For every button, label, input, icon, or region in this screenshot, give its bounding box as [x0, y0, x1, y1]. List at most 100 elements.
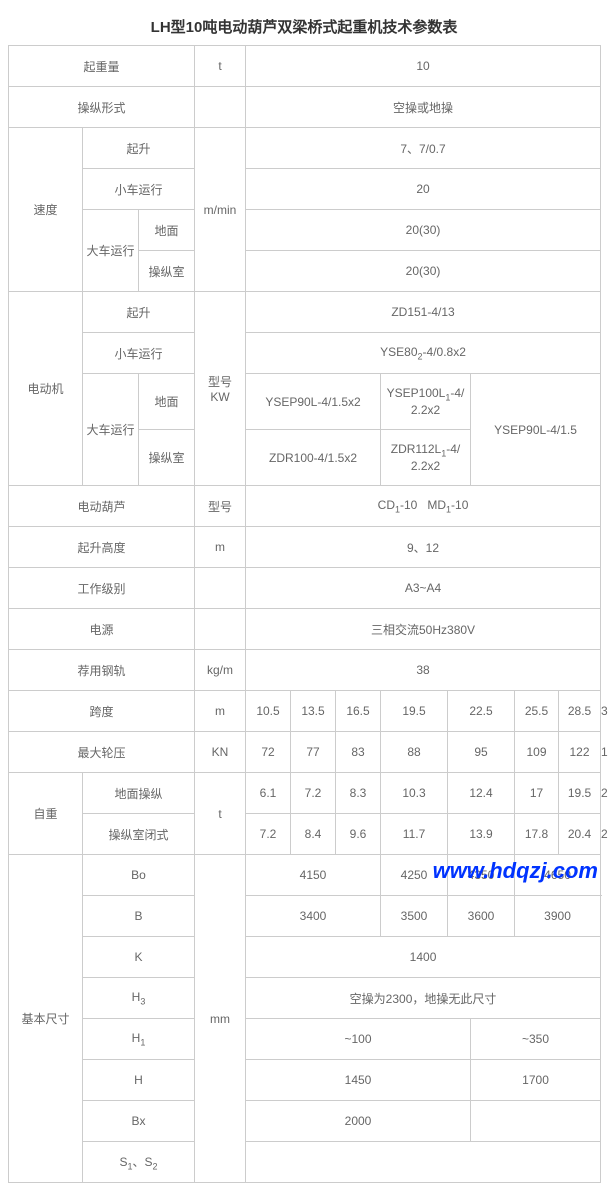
cell: 起升 — [83, 128, 195, 169]
cell: 3500 — [381, 896, 448, 937]
watermark: www.hdqzj.com — [433, 858, 598, 884]
cell: 9、12 — [246, 527, 601, 568]
cell: 10.5 — [246, 691, 291, 732]
cell: 起升高度 — [9, 527, 195, 568]
cell: 20 — [246, 169, 601, 210]
cell: 20.4 — [559, 814, 601, 855]
cell: 最大轮压 — [9, 732, 195, 773]
cell: 小车运行 — [83, 169, 195, 210]
cell — [246, 1142, 601, 1183]
cell: 38 — [246, 650, 601, 691]
table-row: 最大轮压 KN 72 77 83 88 95 109 122 132 — [9, 732, 601, 773]
cell: B — [83, 896, 195, 937]
cell: 大车运行 — [83, 374, 139, 486]
spec-table: 起重量 t 10 操纵形式 空操或地操 速度 起升 m/min 7、7/0.7 … — [8, 45, 601, 1183]
cell: 电动葫芦 — [9, 486, 195, 527]
cell: 17.8 — [515, 814, 559, 855]
cell: 2000 — [246, 1101, 471, 1142]
table-row: H3 空操为2300，地操无此尺寸 — [9, 978, 601, 1019]
cell: 自重 — [9, 773, 83, 855]
cell: 19.5 — [559, 773, 601, 814]
cell: H — [83, 1060, 195, 1101]
cell: ZDR112L1-4/2.2x2 — [381, 430, 471, 486]
cell: KN — [195, 732, 246, 773]
table-row: 大车运行 地面 20(30) — [9, 210, 601, 251]
cell: 25.5 — [515, 691, 559, 732]
cell: 16.5 — [336, 691, 381, 732]
cell: 72 — [246, 732, 291, 773]
table-row: 大车运行 地面 YSEP90L-4/1.5x2 YSEP100L1-4/2.2x… — [9, 374, 601, 430]
table-row: 操纵室闭式 7.2 8.4 9.6 11.7 13.9 17.8 20.4 23… — [9, 814, 601, 855]
table-row: 工作级别 A3~A4 — [9, 568, 601, 609]
table-row: 速度 起升 m/min 7、7/0.7 — [9, 128, 601, 169]
cell: m/min — [195, 128, 246, 292]
cell: 型号 — [195, 486, 246, 527]
cell: 速度 — [9, 128, 83, 292]
cell: 7.2 — [291, 773, 336, 814]
cell: 空操为2300，地操无此尺寸 — [246, 978, 601, 1019]
cell — [195, 87, 246, 128]
cell: 11.7 — [381, 814, 448, 855]
cell: 8.3 — [336, 773, 381, 814]
cell: 8.4 — [291, 814, 336, 855]
cell: 大车运行 — [83, 210, 139, 292]
cell: Bo — [83, 855, 195, 896]
cell: 109 — [515, 732, 559, 773]
cell: 电源 — [9, 609, 195, 650]
cell: H3 — [83, 978, 195, 1019]
cell: 荐用钢轨 — [9, 650, 195, 691]
cell: ZDR100-4/1.5x2 — [246, 430, 381, 486]
cell: 20(30) — [246, 210, 601, 251]
cell: 4150 — [246, 855, 381, 896]
cell — [195, 568, 246, 609]
cell: YSEP100L1-4/2.2x2 — [381, 374, 471, 430]
table-row: 跨度 m 10.5 13.5 16.5 19.5 22.5 25.5 28.5 … — [9, 691, 601, 732]
cell: 28.5 — [559, 691, 601, 732]
table-row: 荐用钢轨 kg/m 38 — [9, 650, 601, 691]
cell: 操纵室 — [139, 430, 195, 486]
cell: 地面 — [139, 210, 195, 251]
cell: CD1-10 MD1-10 — [246, 486, 601, 527]
cell: 起重量 — [9, 46, 195, 87]
table-row: 电源 三相交流50Hz380V — [9, 609, 601, 650]
cell: 基本尺寸 — [9, 855, 83, 1183]
cell: 22.5 — [448, 691, 515, 732]
cell: 95 — [448, 732, 515, 773]
cell: 起升 — [83, 292, 195, 333]
cell: 3900 — [515, 896, 601, 937]
cell: 83 — [336, 732, 381, 773]
table-row: 起重量 t 10 — [9, 46, 601, 87]
cell: 19.5 — [381, 691, 448, 732]
cell: 跨度 — [9, 691, 195, 732]
cell: 1700 — [471, 1060, 601, 1101]
cell: 3400 — [246, 896, 381, 937]
cell: 电动机 — [9, 292, 83, 486]
cell: m — [195, 527, 246, 568]
cell: 地面 — [139, 374, 195, 430]
cell: 空操或地操 — [246, 87, 601, 128]
cell: K — [83, 937, 195, 978]
table-row: B 3400 3500 3600 3900 — [9, 896, 601, 937]
cell: t — [195, 46, 246, 87]
cell: mm — [195, 855, 246, 1183]
table-row: 小车运行 20 — [9, 169, 601, 210]
cell: 小车运行 — [83, 333, 195, 374]
cell: 17 — [515, 773, 559, 814]
cell: 20(30) — [246, 251, 601, 292]
table-row: H 1450 1700 — [9, 1060, 601, 1101]
cell: ~350 — [471, 1019, 601, 1060]
cell: YSE802-4/0.8x2 — [246, 333, 601, 374]
table-row: 操纵形式 空操或地操 — [9, 87, 601, 128]
table-row: 电动葫芦 型号 CD1-10 MD1-10 — [9, 486, 601, 527]
cell: 13.9 — [448, 814, 515, 855]
table-row: 电动机 起升 型号KW ZD151-4/13 — [9, 292, 601, 333]
cell: 77 — [291, 732, 336, 773]
cell: ~100 — [246, 1019, 471, 1060]
table-row: S1、S2 — [9, 1142, 601, 1183]
cell — [471, 1101, 601, 1142]
cell: 12.4 — [448, 773, 515, 814]
cell — [195, 609, 246, 650]
cell: 6.1 — [246, 773, 291, 814]
cell: YSEP90L-4/1.5x2 — [246, 374, 381, 430]
cell: 1450 — [246, 1060, 471, 1101]
